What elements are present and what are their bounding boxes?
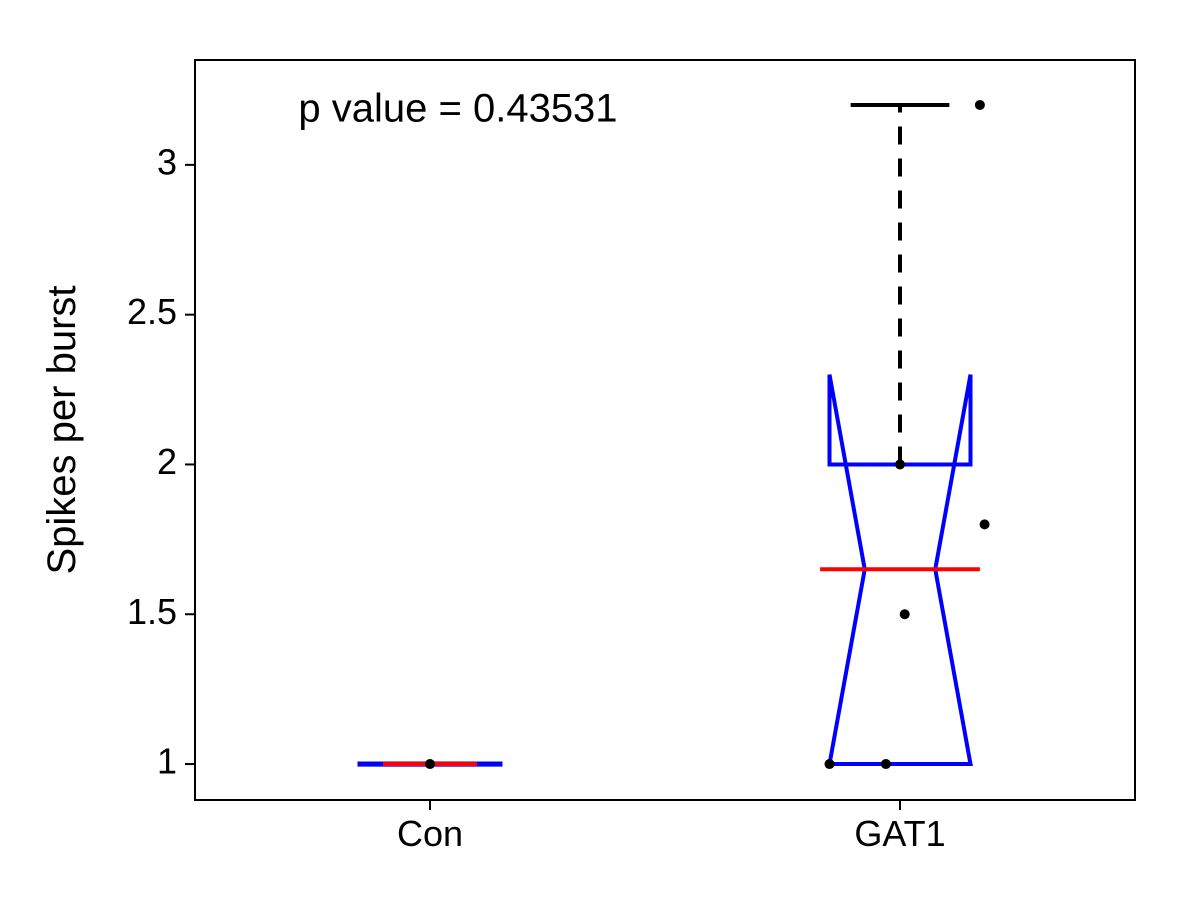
data-point <box>425 759 435 769</box>
data-point <box>895 459 905 469</box>
y-tick-label: 1 <box>157 741 177 782</box>
y-tick-label: 2 <box>157 441 177 482</box>
data-point <box>825 759 835 769</box>
y-axis-label: Spikes per burst <box>40 285 84 574</box>
y-tick-label: 3 <box>157 141 177 182</box>
x-tick-label: GAT1 <box>854 813 945 854</box>
data-point <box>975 100 985 110</box>
p-value-annotation: p value = 0.43531 <box>298 86 617 130</box>
data-point <box>881 759 891 769</box>
chart-svg: 1 1.5 2 2.5 3 Con GAT1 Spikes per burst p value … <box>0 0 1200 900</box>
data-point <box>980 519 990 529</box>
y-tick-label: 1.5 <box>127 591 177 632</box>
y-tick-label: 2.5 <box>127 291 177 332</box>
data-point <box>900 609 910 619</box>
boxplot-chart: 1 1.5 2 2.5 3 Con GAT1 Spikes per burst p value … <box>0 0 1200 900</box>
plot-border <box>195 60 1135 800</box>
x-tick-label: Con <box>397 813 463 854</box>
